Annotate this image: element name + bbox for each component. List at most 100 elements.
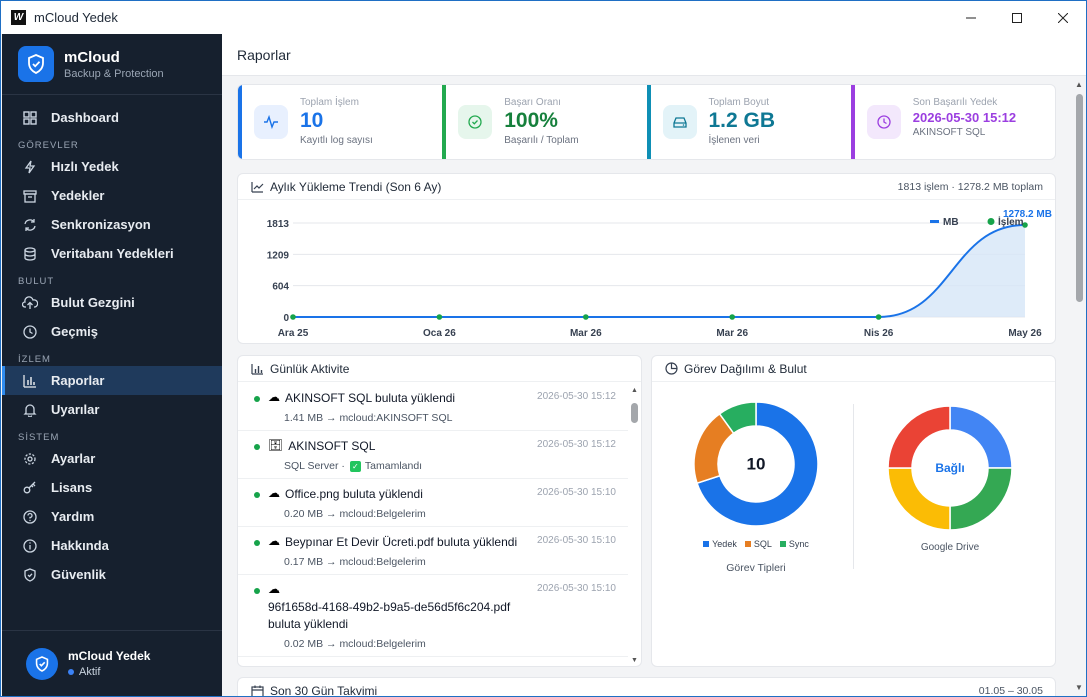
check-circle-icon: [458, 105, 493, 139]
brand: mCloud Backup & Protection: [2, 34, 222, 95]
sidebar-item-label: Geçmiş: [51, 324, 98, 339]
mb-line: [293, 224, 1026, 318]
legend-swatch-islem: [987, 218, 995, 225]
donut-slice: [887, 405, 951, 469]
shield-check-icon: [22, 567, 38, 583]
sidebar-item-license[interactable]: Lisans: [2, 473, 222, 502]
nav-section-cloud: BULUT: [18, 276, 55, 287]
cloud-caption: Google Drive: [920, 542, 980, 553]
sidebar-item-backups[interactable]: Yedekler: [2, 181, 222, 210]
distribution-card: Görev Dağılımı & Bulut 10 Yedek SQL Sync…: [651, 355, 1056, 667]
legend-item-yedek: Yedek: [703, 539, 737, 549]
stat-value: 100%: [504, 109, 558, 132]
sidebar-item-label: Bulut Gezgini: [51, 295, 135, 310]
stat-sub: Kayıtlı log sayısı: [300, 135, 373, 146]
calendar-title: Son 30 Gün Takvimi: [270, 684, 378, 696]
activity-item-meta: 1.41 MB → mcloud:AKINSOFT SQL: [284, 412, 453, 424]
main-scrollbar[interactable]: ▲ ▼: [1072, 76, 1086, 696]
cloud-icon: ☁: [268, 582, 280, 596]
list-item[interactable]: ☁ 96f1658d-4168-49b2-b9a5-de56d5f6c204.p…: [238, 575, 628, 657]
title-bar: W mCloud Yedek: [1, 1, 1086, 34]
status-dot: [254, 444, 260, 450]
y-tick-label: 1813: [267, 219, 290, 230]
activity-item-time: 2026-05-30 15:12: [537, 391, 616, 402]
donut-slice: [887, 467, 951, 531]
sidebar-item-label: Dashboard: [51, 110, 119, 125]
sidebar-item-dashboard[interactable]: Dashboard: [2, 103, 222, 132]
help-icon: [22, 509, 38, 525]
sidebar-item-label: Veritabanı Yedekleri: [51, 246, 174, 261]
x-tick-label: Ara 25: [278, 328, 309, 339]
bar-chart-icon: [251, 363, 264, 375]
list-item[interactable]: ☁ AKINSOFT SQL buluta yüklendi 2026-05-30…: [238, 383, 628, 431]
stat-label: Son Başarılı Yedek: [912, 97, 998, 108]
list-item[interactable]: 🗄 AKINSOFT SQL 2026-05-30 15:12 SQL Serve…: [238, 431, 628, 479]
sidebar-item-reports[interactable]: Raporlar: [2, 366, 222, 395]
gear-icon: [22, 451, 38, 467]
data-point: [290, 314, 296, 320]
key-icon: [22, 480, 38, 496]
status-dot: [254, 540, 260, 546]
check-icon: ✓: [349, 460, 361, 472]
database-icon: 🗄: [268, 438, 284, 452]
sidebar-item-help[interactable]: Yardım: [2, 502, 222, 531]
list-item[interactable]: ☁ Beypınar Et Devir Ücreti.pdf buluta yük…: [238, 527, 628, 575]
sidebar-item-about[interactable]: Hakkında: [2, 531, 222, 560]
sidebar-item-label: Yedekler: [51, 188, 105, 203]
trend-title: Aylık Yükleme Trendi (Son 6 Ay): [270, 179, 442, 194]
trend-chart: 0 604 1209 1813 Ara 25 Oca 26 Mar 26 Mar 26 Nis …: [267, 209, 1052, 339]
grid-icon: [22, 110, 38, 126]
sidebar-item-label: Güvenlik: [51, 567, 106, 582]
sidebar-item-history[interactable]: Geçmiş: [2, 317, 222, 346]
sidebar-item-sync[interactable]: Senkronizasyon: [2, 210, 222, 239]
data-point: [875, 314, 882, 320]
bar-chart-icon: [22, 373, 38, 389]
status-dot: [254, 588, 260, 594]
calendar-card: Son 30 Gün Takvimi 01.05 – 30.05: [237, 677, 1056, 696]
sidebar-item-settings[interactable]: Ayarlar: [2, 444, 222, 473]
close-button[interactable]: [1040, 1, 1086, 34]
footer-app-name: mCloud Yedek: [68, 649, 151, 663]
activity-item-title: AKINSOFT SQL: [288, 439, 376, 453]
sidebar-item-quick-backup[interactable]: Hızlı Yedek: [2, 152, 222, 181]
maximize-button[interactable]: [994, 1, 1040, 34]
sidebar-item-label: Yardım: [51, 509, 95, 524]
sidebar-item-label: Raporlar: [51, 373, 105, 388]
sidebar-item-security[interactable]: Güvenlik: [2, 560, 222, 589]
shield-icon: [26, 647, 58, 680]
sidebar-footer: mCloud Yedek Aktif: [2, 630, 222, 696]
sidebar-item-alerts[interactable]: Uyarılar: [2, 395, 222, 424]
brand-subtitle: Backup & Protection: [64, 67, 164, 80]
status-dot: [254, 396, 260, 402]
scroll-up-icon[interactable]: ▲: [631, 387, 638, 394]
nav-menu: Dashboard GÖREVLER Hızlı Yedek Yedekler …: [2, 95, 222, 589]
scroll-up-icon[interactable]: ▲: [1075, 80, 1083, 89]
list-item[interactable]: ☁ Office.png buluta yüklendi 2026-05-30 1…: [238, 479, 628, 527]
calendar-range: 01.05 – 30.05: [978, 685, 1043, 696]
stat-sub: İşlenen veri: [708, 135, 760, 146]
legend-item-sql: SQL: [744, 539, 772, 549]
activity-item-time: 2026-05-30 15:12: [537, 439, 616, 450]
activity-scrollbar[interactable]: ▲ ▼: [627, 383, 641, 666]
activity-item-meta-text: SQL Server ·: [284, 460, 345, 472]
cloud-chart: Bağlı Google Drive: [884, 402, 1016, 553]
scroll-down-icon[interactable]: ▼: [1075, 683, 1083, 692]
activity-list: ☁ AKINSOFT SQL buluta yüklendi 2026-05-30…: [238, 383, 628, 666]
legend-swatch-mb: [930, 220, 939, 223]
sidebar-item-db-backups[interactable]: Veritabanı Yedekleri: [2, 239, 222, 268]
nav-section-tasks: GÖREVLER: [18, 140, 79, 151]
x-tick-label: Mar 26: [570, 328, 602, 339]
scroll-thumb[interactable]: [631, 403, 638, 423]
sidebar-item-cloud-explorer[interactable]: Bulut Gezgini: [2, 288, 222, 317]
minimize-button[interactable]: [948, 1, 994, 34]
x-tick-label: May 26: [1008, 328, 1042, 339]
stat-last-backup: Son Başarılı Yedek 2026-05-30 15:12 AKIN…: [850, 85, 1055, 159]
activity-item-title: AKINSOFT SQL buluta yüklendi: [285, 391, 456, 405]
donut-center-label: Bağlı: [935, 461, 964, 475]
scroll-thumb[interactable]: [1076, 94, 1083, 302]
stat-sub: Başarılı / Toplam: [504, 135, 579, 146]
pie-chart-icon: [665, 362, 678, 375]
stat-label: Toplam Boyut: [708, 97, 770, 108]
stat-total-operations: Toplam İşlem 10 Kayıtlı log sayısı: [238, 85, 442, 159]
scroll-down-icon[interactable]: ▼: [631, 657, 638, 664]
